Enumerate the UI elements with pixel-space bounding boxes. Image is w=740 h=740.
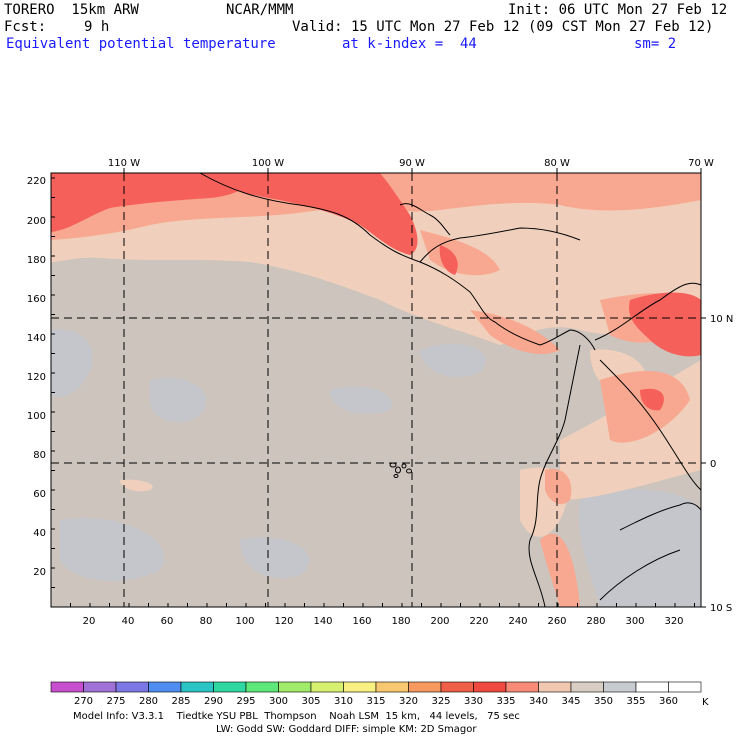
- colorbar-swatch: [375, 681, 409, 693]
- colorbar-label: 350: [594, 696, 613, 707]
- x-label: 20: [83, 616, 96, 627]
- x-label: 280: [586, 616, 605, 627]
- x-label: 100: [235, 616, 254, 627]
- colorbar-label: 310: [334, 696, 353, 707]
- field-name: Equivalent potential temperature: [6, 36, 276, 52]
- y-label: 60: [33, 489, 46, 500]
- colorbar-label: 275: [106, 696, 125, 707]
- x-label: 60: [161, 616, 174, 627]
- colorbar-label: 360: [659, 696, 678, 707]
- y-label: 140: [27, 333, 46, 344]
- smoothing-info: sm= 2: [634, 36, 677, 52]
- colorbar-swatch: [538, 681, 572, 693]
- colorbar-swatch: [50, 681, 84, 693]
- model-name: TORERO 15km ARW: [4, 2, 139, 18]
- colorbar-swatch: [668, 681, 702, 693]
- y-label: 40: [33, 528, 46, 539]
- forecast-hour: 9 h: [84, 19, 110, 35]
- x-label: 200: [430, 616, 449, 627]
- init-time: Init: 06 UTC Mon 27 Feb 12: [508, 2, 728, 18]
- x-label: 300: [625, 616, 644, 627]
- colorbar-label: 280: [139, 696, 158, 707]
- level-info: at k-index = 44: [342, 36, 477, 52]
- x-label: 80: [200, 616, 213, 627]
- colorbar-unit: K: [702, 697, 709, 708]
- colorbar-swatch: [180, 681, 214, 693]
- x-label: 160: [352, 616, 371, 627]
- x-label: 240: [508, 616, 527, 627]
- colorbar-label: 305: [301, 696, 320, 707]
- colorbar-swatch: [570, 681, 604, 693]
- x-label: 140: [313, 616, 332, 627]
- x-label: 40: [122, 616, 135, 627]
- colorbar-label: 340: [529, 696, 548, 707]
- colorbar-swatch: [603, 681, 637, 693]
- axis-ticks: [50, 168, 706, 608]
- colorbar: 270 275 280 285 290 295 300 305 310 315 320 325 330 3…: [50, 681, 702, 707]
- lon-label-90w: 90 W: [399, 158, 425, 169]
- y-label: 200: [27, 216, 46, 227]
- lat-lon-grid: [51, 173, 701, 607]
- lon-label-80w: 80 W: [544, 158, 570, 169]
- y-label: 160: [27, 294, 46, 305]
- y-axis-labels: 220 200 180 160 140 120 100 80 60 40 20: [27, 176, 46, 578]
- lon-label-70w: 70 W: [688, 158, 714, 169]
- y-label: 180: [27, 255, 46, 266]
- lat-label-10s: 10 S: [710, 603, 732, 614]
- model-info-line2: LW: Godd SW: Goddard DIFF: simple KM: 2D…: [216, 724, 477, 735]
- colorbar-swatch: [440, 681, 474, 693]
- colorbar-label: 320: [399, 696, 418, 707]
- lon-label-110w: 110 W: [108, 158, 140, 169]
- y-label: 220: [27, 176, 46, 187]
- colorbar-swatch: [278, 681, 312, 693]
- colorbar-swatch: [473, 681, 507, 693]
- model-info-line1: Model Info: V3.3.1 Tiedtke YSU PBL Thomp…: [73, 711, 520, 722]
- organization: NCAR/MMM: [226, 2, 294, 18]
- colorbar-swatch: [148, 681, 182, 693]
- colorbar-label: 355: [626, 696, 645, 707]
- colorbar-label: 295: [236, 696, 255, 707]
- colorbar-swatch: [505, 681, 539, 693]
- x-label: 320: [664, 616, 683, 627]
- colorbar-swatch: [343, 681, 377, 693]
- x-axis-labels: 20 40 60 80 100 120 140 160 180 200 220 …: [83, 616, 684, 627]
- colorbar-label: 300: [269, 696, 288, 707]
- colorbar-swatch: [635, 681, 669, 693]
- colorbar-swatch: [213, 681, 247, 693]
- coastlines: [199, 172, 702, 608]
- colorbar-label: 285: [171, 696, 190, 707]
- lat-label-10n: 10 N: [710, 314, 733, 325]
- y-label: 80: [33, 450, 46, 461]
- x-label: 180: [391, 616, 410, 627]
- valid-time: Valid: 15 UTC Mon 27 Feb 12 (09 CST Mon …: [292, 19, 714, 35]
- colorbar-swatch: [310, 681, 344, 693]
- colorbar-label: 290: [204, 696, 223, 707]
- colorbar-label: 270: [74, 696, 93, 707]
- x-label: 120: [274, 616, 293, 627]
- forecast-label: Fcst:: [4, 19, 47, 35]
- x-label: 260: [547, 616, 566, 627]
- colorbar-label: 330: [464, 696, 483, 707]
- colorbar-swatch: [245, 681, 279, 693]
- x-label: 220: [469, 616, 488, 627]
- y-label: 100: [27, 411, 46, 422]
- plot-frame: [50, 172, 702, 608]
- y-label: 20: [33, 567, 46, 578]
- colorbar-swatch: [408, 681, 442, 693]
- colorbar-swatch: [115, 681, 149, 693]
- colorbar-label: 325: [431, 696, 450, 707]
- colorbar-label: 345: [561, 696, 580, 707]
- lon-label-100w: 100 W: [252, 158, 284, 169]
- warm-hot-band: [51, 173, 701, 411]
- colorbar-label: 315: [366, 696, 385, 707]
- y-label: 120: [27, 372, 46, 383]
- galapagos-islands: [389, 462, 412, 478]
- field-shading: [51, 173, 701, 607]
- lat-label-0: 0: [710, 459, 716, 470]
- colorbar-label: 335: [496, 696, 515, 707]
- colorbar-swatch: [83, 681, 117, 693]
